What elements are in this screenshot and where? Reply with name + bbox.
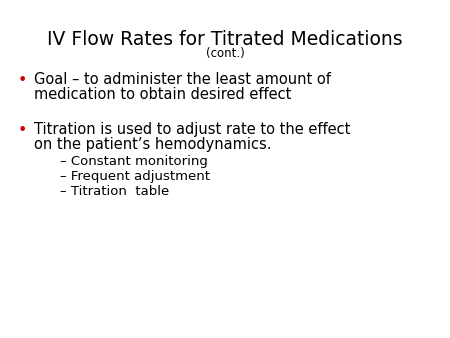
- Text: medication to obtain desired effect: medication to obtain desired effect: [34, 87, 292, 102]
- Text: IV Flow Rates for Titrated Medications: IV Flow Rates for Titrated Medications: [47, 30, 403, 49]
- Text: – Frequent adjustment: – Frequent adjustment: [60, 170, 210, 183]
- Text: – Constant monitoring: – Constant monitoring: [60, 155, 208, 168]
- Text: – Titration  table: – Titration table: [60, 185, 169, 198]
- Text: Goal – to administer the least amount of: Goal – to administer the least amount of: [34, 72, 331, 87]
- Text: on the patient’s hemodynamics.: on the patient’s hemodynamics.: [34, 137, 271, 152]
- Text: (cont.): (cont.): [206, 47, 244, 60]
- Text: •: •: [17, 123, 27, 138]
- Text: •: •: [17, 73, 27, 88]
- Text: Titration is used to adjust rate to the effect: Titration is used to adjust rate to the …: [34, 122, 351, 137]
